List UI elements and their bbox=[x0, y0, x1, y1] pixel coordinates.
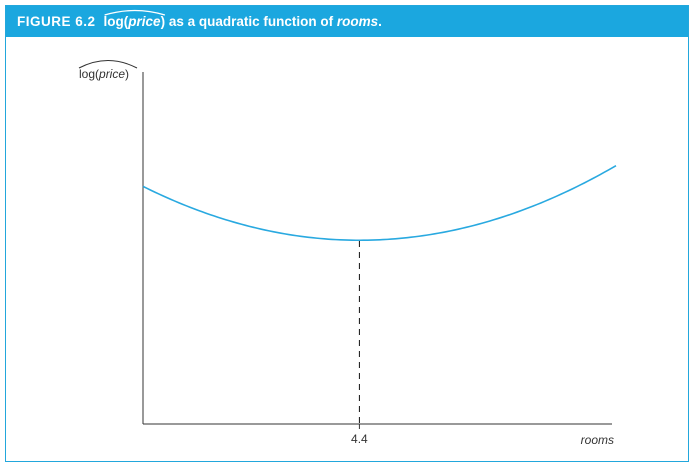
title-hat-post: ) bbox=[160, 14, 166, 29]
title-rest-pre: as a quadratic function of bbox=[165, 14, 337, 29]
figure-banner: FIGURE 6.2 log(price) as a quadratic func… bbox=[6, 6, 688, 37]
x-tick-label: 4.4 bbox=[351, 432, 368, 446]
title-rest-var: rooms bbox=[336, 14, 379, 29]
title-hat-icon bbox=[104, 9, 166, 15]
title-hatted-term: log(price) bbox=[103, 6, 166, 37]
y-label-hat-icon bbox=[78, 60, 138, 69]
series-curve bbox=[142, 164, 617, 242]
title-hat-var: price bbox=[128, 14, 161, 29]
y-label-post: ) bbox=[125, 67, 129, 81]
title-hat-pre: log( bbox=[103, 14, 129, 29]
y-label-var: price bbox=[98, 67, 125, 81]
title-rest-post: . bbox=[378, 14, 382, 29]
y-axis-label: log(price) bbox=[78, 60, 138, 81]
figure-frame: FIGURE 6.2 log(price) as a quadratic func… bbox=[5, 5, 689, 462]
y-label-pre: log( bbox=[79, 67, 99, 81]
figure-number: FIGURE 6.2 bbox=[17, 14, 96, 29]
x-axis-label: rooms bbox=[581, 433, 614, 447]
svg-text:log(price): log(price) bbox=[79, 67, 129, 81]
